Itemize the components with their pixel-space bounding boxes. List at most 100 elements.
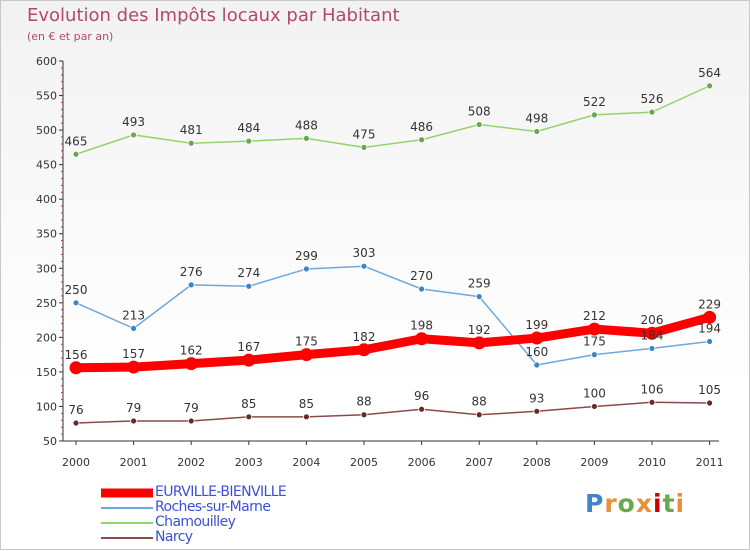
data-label: 259 bbox=[468, 277, 491, 291]
data-point bbox=[72, 419, 80, 427]
data-label: 475 bbox=[353, 127, 376, 141]
data-label: 88 bbox=[472, 395, 487, 409]
data-label: 160 bbox=[525, 345, 548, 359]
legend-label: Roches-sur-Marne bbox=[155, 499, 271, 515]
data-label: 250 bbox=[65, 283, 88, 297]
x-tick-label: 2003 bbox=[235, 456, 263, 469]
data-label: 162 bbox=[180, 344, 203, 358]
series-line-eurville-bienville bbox=[71, 312, 715, 373]
data-point bbox=[72, 299, 80, 307]
x-tick-label: 2006 bbox=[408, 456, 436, 469]
legend-swatch bbox=[101, 488, 153, 497]
data-label: 192 bbox=[468, 323, 491, 337]
y-tick-label: 300 bbox=[36, 262, 57, 275]
logo-letter: t bbox=[662, 489, 676, 518]
proxiti-logo: Proxiti bbox=[585, 489, 685, 518]
data-label: 213 bbox=[122, 308, 145, 322]
data-label: 270 bbox=[410, 269, 433, 283]
logo-letter: P bbox=[585, 489, 605, 518]
x-tick-label: 2010 bbox=[638, 456, 666, 469]
data-point bbox=[475, 121, 483, 128]
data-label: 465 bbox=[65, 134, 88, 148]
data-point bbox=[130, 131, 138, 139]
legend-label: Narcy bbox=[155, 529, 193, 545]
data-label: 274 bbox=[237, 266, 260, 280]
data-point bbox=[187, 139, 195, 147]
data-point bbox=[587, 322, 601, 336]
y-tick-label: 500 bbox=[36, 124, 57, 137]
data-point bbox=[591, 403, 598, 410]
data-label: 88 bbox=[356, 395, 371, 409]
data-point bbox=[360, 411, 368, 419]
data-label: 229 bbox=[698, 297, 721, 311]
data-point bbox=[703, 310, 717, 324]
data-label: 106 bbox=[641, 382, 664, 396]
legend-label: Chamouilley bbox=[155, 514, 236, 530]
logo-letter: o bbox=[617, 489, 636, 518]
data-label: 484 bbox=[237, 121, 260, 135]
data-point bbox=[706, 82, 713, 90]
data-point bbox=[299, 348, 313, 362]
data-label: 276 bbox=[180, 265, 203, 279]
logo-letter: x bbox=[635, 489, 653, 518]
data-label: 157 bbox=[122, 347, 145, 361]
data-label: 167 bbox=[237, 340, 260, 354]
data-point bbox=[360, 262, 368, 270]
data-point bbox=[530, 331, 544, 345]
data-label: 100 bbox=[583, 386, 606, 400]
data-label: 564 bbox=[698, 66, 721, 80]
legend-swatch bbox=[101, 506, 153, 509]
data-label: 488 bbox=[295, 118, 318, 132]
data-label: 522 bbox=[583, 95, 606, 109]
data-label: 481 bbox=[180, 123, 203, 137]
data-point bbox=[130, 417, 138, 425]
x-tick-label: 2000 bbox=[62, 456, 90, 469]
data-label: 194 bbox=[698, 322, 721, 336]
data-label: 508 bbox=[468, 105, 491, 119]
chart-subtitle: (en € et par an) bbox=[27, 30, 114, 43]
data-label: 105 bbox=[698, 383, 721, 397]
data-point bbox=[357, 343, 371, 357]
data-point bbox=[415, 332, 429, 346]
data-point bbox=[533, 128, 541, 135]
y-tick-label: 600 bbox=[36, 55, 57, 68]
data-point bbox=[127, 360, 141, 374]
data-label: 85 bbox=[299, 397, 314, 411]
data-point bbox=[648, 398, 656, 406]
series-line-narcy bbox=[75, 401, 711, 424]
y-tick-label: 250 bbox=[36, 297, 57, 310]
x-tick-label: 2002 bbox=[177, 456, 205, 469]
series-line-chamouilley bbox=[75, 85, 711, 156]
data-point bbox=[187, 281, 195, 289]
data-point bbox=[648, 345, 656, 352]
data-label: 93 bbox=[529, 391, 544, 405]
y-tick-label: 100 bbox=[36, 400, 57, 413]
data-label: 493 bbox=[122, 115, 145, 129]
data-point bbox=[72, 150, 80, 158]
data-label: 303 bbox=[353, 246, 376, 260]
y-tick-label: 450 bbox=[36, 159, 57, 172]
data-point bbox=[302, 265, 310, 273]
series-line-roches-sur-marne bbox=[75, 265, 711, 366]
x-tick-label: 2001 bbox=[120, 456, 148, 469]
data-point bbox=[245, 137, 253, 145]
data-label: 175 bbox=[295, 335, 318, 349]
x-tick-label: 2011 bbox=[696, 456, 724, 469]
data-point bbox=[591, 111, 598, 119]
data-label: 175 bbox=[583, 335, 606, 349]
y-tick-label: 200 bbox=[36, 331, 57, 344]
y-tick-label: 550 bbox=[36, 90, 57, 103]
data-point bbox=[533, 361, 541, 369]
data-label: 299 bbox=[295, 249, 318, 263]
data-point bbox=[360, 143, 368, 151]
data-point bbox=[706, 399, 713, 407]
legend-swatch bbox=[101, 521, 153, 524]
y-tick-label: 350 bbox=[36, 228, 57, 241]
data-point bbox=[475, 293, 483, 301]
data-point bbox=[245, 282, 253, 290]
data-label: 96 bbox=[414, 389, 429, 403]
y-tick-label: 400 bbox=[36, 193, 57, 206]
data-point bbox=[302, 134, 310, 142]
